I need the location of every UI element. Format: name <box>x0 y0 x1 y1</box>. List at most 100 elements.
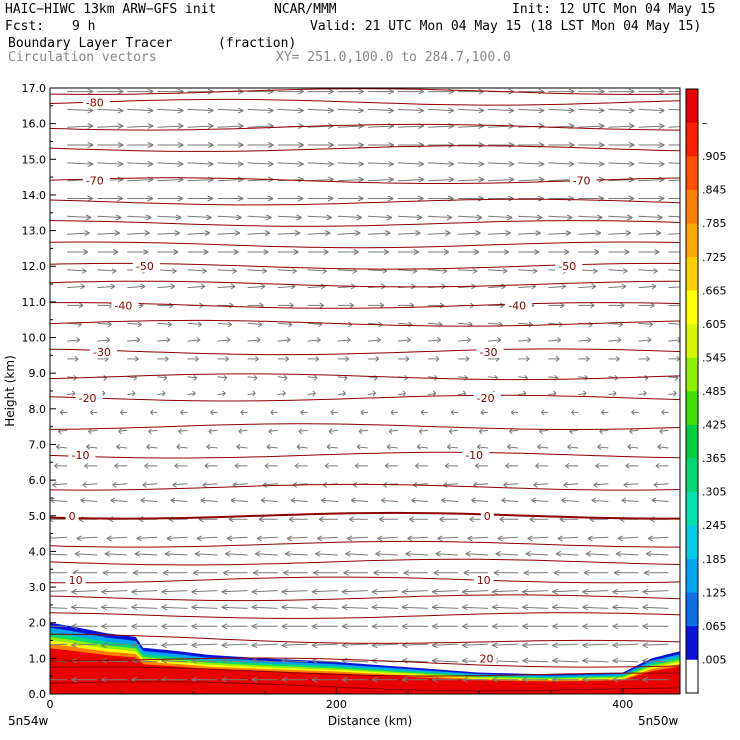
wind-vector <box>612 623 639 630</box>
wind-vector <box>548 214 573 221</box>
wind-vector <box>518 230 541 236</box>
wind-vector <box>367 161 395 168</box>
wind-vector <box>397 214 423 221</box>
contour-label: -50 <box>136 260 154 273</box>
wind-vector <box>67 107 94 114</box>
wind-vector <box>458 88 485 95</box>
colorbar-swatch <box>686 659 698 694</box>
contour-label: 10 <box>477 574 491 587</box>
wind-vector <box>350 497 368 504</box>
wind-vector <box>522 642 549 649</box>
wind-vector <box>488 268 508 274</box>
wind-vector <box>251 588 278 595</box>
wind-vector <box>505 462 519 469</box>
wind-vector <box>217 142 244 148</box>
colorbar-label: .305 <box>702 486 727 499</box>
wind-vector <box>627 443 639 450</box>
wind-vector <box>561 497 579 504</box>
wind-vector <box>427 107 455 114</box>
wind-vector <box>127 123 154 129</box>
wind-vector <box>431 588 459 595</box>
wind-vector <box>608 283 627 290</box>
wind-vector <box>217 375 228 381</box>
wind-vector <box>97 123 124 129</box>
wind-vector <box>401 623 428 630</box>
wind-vector <box>461 676 489 683</box>
y-tick-label: 5.0 <box>29 510 47 523</box>
wind-vector <box>668 91 680 93</box>
temperature-contour <box>50 280 680 288</box>
wind-vector <box>629 428 639 435</box>
wind-vector <box>247 230 271 236</box>
wind-vector <box>608 230 632 236</box>
wind-vector <box>612 604 639 611</box>
wind-vector <box>467 535 489 542</box>
wind-vector <box>208 428 218 435</box>
wind-vector <box>127 249 149 255</box>
tracer-fill <box>50 622 680 694</box>
wind-vector <box>548 336 562 343</box>
wind-vector <box>311 642 338 649</box>
wind-vector <box>187 321 203 328</box>
wind-vector <box>518 195 545 202</box>
wind-vector <box>67 230 90 236</box>
wind-vector <box>643 569 669 576</box>
wind-vector <box>638 375 649 381</box>
wind-vector <box>571 409 579 416</box>
wind-vector <box>480 409 489 416</box>
wind-vector <box>427 176 455 183</box>
wind-vector <box>50 572 68 574</box>
wind-vector <box>277 214 302 221</box>
valid-time: Valid: 21 UTC Mon 04 May 15 (18 LST Mon … <box>310 19 702 34</box>
wind-vector <box>157 123 184 129</box>
wind-vector <box>97 375 108 381</box>
wind-vector <box>595 462 609 469</box>
wind-vector <box>668 269 680 272</box>
wind-vector <box>277 161 304 168</box>
temperature-contour--10 <box>50 451 680 459</box>
wind-vector <box>458 268 478 274</box>
y-tick-label: 13.0 <box>22 225 47 238</box>
wind-vector <box>593 481 609 488</box>
wind-vector <box>178 428 188 435</box>
wind-vector <box>270 409 278 416</box>
wind-vector <box>101 588 128 595</box>
y-tick-label: 4.0 <box>29 545 47 558</box>
wind-vector <box>67 195 94 202</box>
wind-vector <box>157 161 184 168</box>
wind-vector <box>488 142 515 148</box>
wind-vector <box>187 336 201 343</box>
wind-vector <box>157 336 171 343</box>
wind-vector <box>290 497 308 504</box>
wind-vector <box>97 283 116 290</box>
contour-label-bg <box>476 652 497 665</box>
wind-vector <box>493 569 519 576</box>
temperature-contour <box>50 373 680 381</box>
wind-vector <box>578 356 590 362</box>
colorbar-label: .425 <box>702 419 727 432</box>
wind-vector <box>518 161 545 168</box>
contour-label-bg <box>476 345 504 358</box>
wind-vector <box>578 107 605 114</box>
colorbar-label: – <box>702 117 708 130</box>
wind-vector <box>488 107 515 114</box>
contour-label-bg <box>132 260 160 273</box>
wind-vector <box>448 428 459 435</box>
temperature-contour-20 <box>50 657 680 668</box>
wind-vector <box>202 481 218 488</box>
wind-vector <box>458 161 485 168</box>
wind-vector <box>157 356 169 362</box>
colorbar-swatch <box>686 290 698 325</box>
wind-vector <box>548 283 567 290</box>
wind-vector <box>187 356 199 362</box>
wind-vector <box>668 251 680 253</box>
wind-vector <box>200 497 218 504</box>
wind-vector <box>612 657 639 664</box>
wind-vector <box>655 462 669 469</box>
wind-vector <box>397 321 413 328</box>
wind-vector <box>136 535 158 542</box>
wind-vector <box>431 623 459 630</box>
wind-vector <box>405 550 429 557</box>
wind-vector <box>563 481 579 488</box>
temperature-contour <box>50 198 680 206</box>
